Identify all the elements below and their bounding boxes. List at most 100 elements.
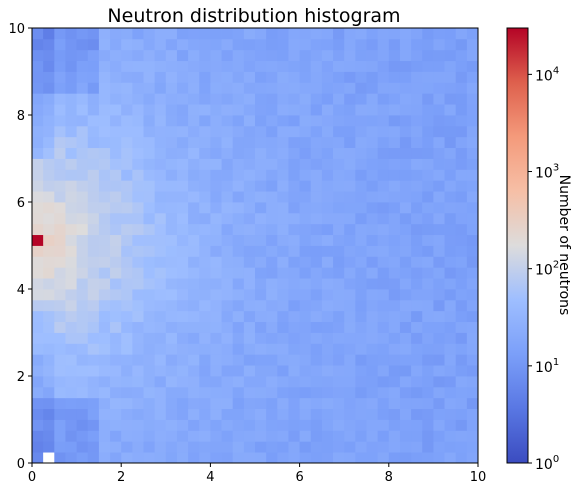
heatmap-cell xyxy=(344,169,356,181)
heatmap-cell xyxy=(422,289,434,301)
heatmap-cell xyxy=(188,38,200,51)
heatmap-cell xyxy=(43,93,55,105)
heatmap-cell xyxy=(466,310,479,323)
heatmap-cell xyxy=(176,49,189,62)
heatmap-cell xyxy=(110,452,122,464)
heatmap-cell xyxy=(154,147,167,159)
heatmap-cell xyxy=(388,115,401,127)
heatmap-cell xyxy=(377,136,390,149)
heatmap-cell xyxy=(87,267,100,279)
heatmap-cell xyxy=(455,28,468,40)
heatmap-cell xyxy=(344,125,356,138)
heatmap-cell xyxy=(433,71,445,83)
heatmap-cell xyxy=(288,419,300,431)
heatmap-cell xyxy=(399,256,412,268)
heatmap-cell xyxy=(255,169,267,181)
heatmap-cell xyxy=(199,343,211,355)
heatmap-cell xyxy=(132,234,144,246)
heatmap-cell xyxy=(188,223,200,236)
heatmap-cell xyxy=(455,289,468,301)
heatmap-cell xyxy=(377,332,390,344)
heatmap-cell xyxy=(388,289,401,301)
heatmap-cell xyxy=(355,71,367,83)
heatmap-cell xyxy=(444,104,457,116)
heatmap-cell xyxy=(243,93,256,105)
heatmap-cell xyxy=(210,408,222,420)
heatmap-cell xyxy=(54,60,66,72)
heatmap-cell xyxy=(299,452,312,464)
heatmap-cell xyxy=(255,38,267,51)
heatmap-cell xyxy=(76,180,89,192)
heatmap-cell xyxy=(411,299,423,312)
heatmap-cell xyxy=(243,234,256,246)
heatmap-cell xyxy=(32,104,44,116)
heatmap-cell xyxy=(422,386,434,399)
heatmap-cell xyxy=(154,343,167,355)
heatmap-cell xyxy=(165,180,178,192)
heatmap-cell xyxy=(399,397,412,410)
heatmap-cell xyxy=(87,104,100,116)
heatmap-cell xyxy=(411,49,423,62)
heatmap-cell xyxy=(288,104,300,116)
heatmap-cell xyxy=(243,180,256,192)
heatmap-cell xyxy=(366,28,379,40)
heatmap-cell xyxy=(43,354,55,366)
heatmap-cell xyxy=(54,397,66,410)
heatmap-cell xyxy=(43,245,55,257)
heatmap-cell xyxy=(399,104,412,116)
heatmap-cell xyxy=(277,343,289,355)
heatmap-cell xyxy=(132,245,144,257)
heatmap-cell xyxy=(199,93,211,105)
heatmap-cell xyxy=(121,408,133,420)
heatmap-cell xyxy=(165,452,178,464)
heatmap-cell xyxy=(98,169,111,181)
heatmap-cell xyxy=(310,60,323,72)
heatmap-cell xyxy=(299,289,312,301)
heatmap-cell xyxy=(87,430,100,442)
heatmap-cell xyxy=(143,125,156,138)
heatmap-cell xyxy=(366,299,379,312)
heatmap-cell xyxy=(433,365,445,377)
plot-frame xyxy=(31,27,479,464)
heatmap-cell xyxy=(32,441,44,453)
heatmap-cell xyxy=(277,234,289,246)
heatmap-cell xyxy=(176,191,189,203)
heatmap-cell xyxy=(255,28,267,40)
heatmap-cell xyxy=(355,267,367,279)
heatmap-cell xyxy=(411,212,423,225)
heatmap-cell xyxy=(321,386,334,399)
heatmap-cell xyxy=(65,104,77,116)
heatmap-cell xyxy=(288,71,300,83)
heatmap-cell xyxy=(411,223,423,236)
heatmap-cell xyxy=(355,343,367,355)
heatmap-cell xyxy=(188,115,200,127)
heatmap-cell xyxy=(388,234,401,246)
heatmap-cell xyxy=(121,71,133,83)
heatmap-cell xyxy=(455,82,468,94)
heatmap-cell xyxy=(321,28,334,40)
heatmap-cell xyxy=(32,365,44,377)
heatmap-cell xyxy=(132,38,144,51)
heatmap-cell xyxy=(388,60,401,72)
heatmap-cell xyxy=(321,212,334,225)
heatmap-cell xyxy=(210,278,222,290)
heatmap-cell xyxy=(121,267,133,279)
heatmap-cell xyxy=(76,169,89,181)
heatmap-cell xyxy=(344,245,356,257)
heatmap-cell xyxy=(277,289,289,301)
heatmap-cell xyxy=(132,408,144,420)
heatmap-cell xyxy=(399,136,412,149)
heatmap-cell xyxy=(299,82,312,94)
heatmap-cell xyxy=(277,223,289,236)
heatmap-cell xyxy=(32,180,44,192)
heatmap-cell xyxy=(333,386,345,399)
heatmap-cell xyxy=(43,441,55,453)
heatmap-cell xyxy=(366,397,379,410)
heatmap-cell xyxy=(32,354,44,366)
heatmap-cell xyxy=(299,332,312,344)
heatmap-cell xyxy=(466,430,479,442)
heatmap-cell xyxy=(266,430,278,442)
heatmap-cell xyxy=(176,278,189,290)
heatmap-cell xyxy=(255,202,267,214)
heatmap-cell xyxy=(355,180,367,192)
